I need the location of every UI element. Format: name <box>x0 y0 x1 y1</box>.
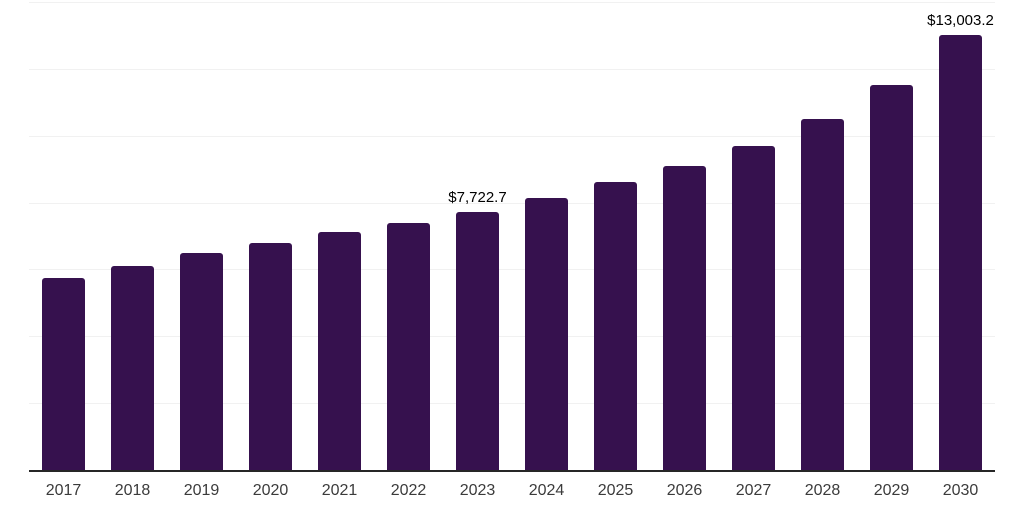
bar-2019 <box>180 253 223 470</box>
bar-2023 <box>456 211 499 470</box>
x-tick-label-2018: 2018 <box>114 482 151 499</box>
gridline-8000 <box>29 202 995 204</box>
x-tick-label-2023: 2023 <box>459 482 496 499</box>
gridline-6000 <box>29 269 995 271</box>
x-tick-label-2019: 2019 <box>183 482 220 499</box>
x-tick-label-2025: 2025 <box>597 482 634 499</box>
x-axis-line <box>29 470 995 472</box>
bar-2021 <box>318 232 361 470</box>
bar-2025 <box>594 181 637 470</box>
gridline-10000 <box>29 135 995 137</box>
bar-2024 <box>525 197 568 470</box>
x-tick-label-2022: 2022 <box>390 482 427 499</box>
gridline-4000 <box>29 336 995 338</box>
x-tick-label-2026: 2026 <box>666 482 703 499</box>
bar-2030 <box>939 35 982 470</box>
gridline-14000 <box>29 2 995 3</box>
gridline-2000 <box>29 403 995 405</box>
bar-2029 <box>870 85 913 470</box>
x-tick-label-2027: 2027 <box>735 482 772 499</box>
bar-2017 <box>42 278 85 470</box>
bar-2027 <box>732 145 775 470</box>
plot-area <box>29 2 995 472</box>
x-tick-label-2030: 2030 <box>942 482 979 499</box>
x-tick-label-2028: 2028 <box>804 482 841 499</box>
x-tick-label-2021: 2021 <box>321 482 358 499</box>
bar-2026 <box>663 165 706 470</box>
x-tick-label-2020: 2020 <box>252 482 289 499</box>
bar-value-label-2030: $13,003.2 <box>927 12 994 30</box>
x-tick-label-2024: 2024 <box>528 482 565 499</box>
bar-2018 <box>111 266 154 470</box>
x-tick-label-2017: 2017 <box>45 482 82 499</box>
bar-2022 <box>387 222 430 470</box>
gridline-12000 <box>29 68 995 70</box>
bar-2028 <box>801 119 844 470</box>
x-tick-label-2029: 2029 <box>873 482 910 499</box>
bar-value-label-2023: $7,722.7 <box>448 188 507 206</box>
bar-2020 <box>249 243 292 470</box>
